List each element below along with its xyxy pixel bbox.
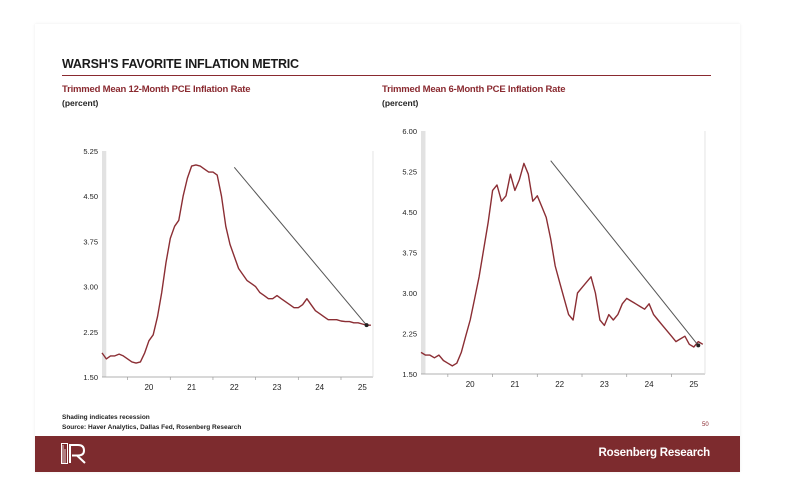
- brand-name: Rosenberg Research: [598, 447, 711, 459]
- rosenberg-r-logo-icon: [61, 443, 86, 464]
- chart-1-x-tick-label: 20: [144, 383, 153, 392]
- chart-2-y-tick-label: 1.50: [402, 370, 417, 379]
- chart-1-x-tick-label: 23: [273, 383, 282, 392]
- chart-2-y-tick-label: 2.25: [402, 330, 417, 339]
- chart-1-trend-line: [233, 166, 367, 326]
- chart-2-unit: (percent): [382, 98, 419, 108]
- source-note: Source: Haver Analytics, Dallas Fed, Ros…: [62, 424, 242, 431]
- chart-2: 1.50 2.25 3.00 3.75 4.50 5.25 6.00 20 21 22 23 24 25: [402, 127, 706, 389]
- chart-2-x-tick-label: 21: [510, 380, 519, 389]
- chart-1: 1.50 2.25 3.00 3.75 4.50 5.25 20 21 22 23 24 25: [83, 147, 374, 392]
- chart-2-trend-endpoint: [696, 343, 701, 348]
- slide: WARSH'S FAVORITE INFLATION METRIC Trimme…: [35, 24, 740, 472]
- chart-2-y-tick-label: 3.00: [402, 289, 417, 298]
- chart-2-series-line: [420, 162, 704, 367]
- chart-2-x-tick-label: 22: [555, 380, 564, 389]
- title-divider: [62, 75, 711, 76]
- chart-1-x-tick-label: 22: [230, 383, 239, 392]
- chart-2-trend-line: [550, 160, 699, 346]
- chart-1-trend-endpoint: [364, 323, 369, 328]
- chart-2-y-tick-label: 5.25: [402, 168, 417, 177]
- chart-2-y-tick-label: 6.00: [402, 127, 417, 136]
- chart-1-y-tick-label: 3.75: [83, 237, 98, 246]
- page-title: WARSH'S FAVORITE INFLATION METRIC: [62, 57, 299, 71]
- chart-2-x-tick-label: 23: [600, 380, 609, 389]
- chart-1-y-tick-label: 1.50: [83, 373, 98, 382]
- chart-2-recession-shading: [421, 131, 426, 374]
- chart-1-y-tick-label: 4.50: [83, 192, 98, 201]
- chart-1-y-tick-label: 2.25: [83, 328, 98, 337]
- chart-2-title: Trimmed Mean 6-Month PCE Inflation Rate: [382, 84, 566, 95]
- footer-bar: Rosenberg Research: [35, 436, 740, 472]
- chart-2-y-tick-label: 3.75: [402, 249, 417, 258]
- chart-2-x-tick-label: 24: [645, 380, 654, 389]
- shading-note: Shading indicates recession: [62, 414, 150, 421]
- chart-2-x-tick-label: 20: [466, 380, 475, 389]
- chart-1-unit: (percent): [62, 98, 99, 108]
- chart-2-x-tick-label: 25: [689, 380, 698, 389]
- chart-1-title: Trimmed Mean 12-Month PCE Inflation Rate: [62, 84, 251, 95]
- chart-1-series-line: [101, 164, 371, 364]
- chart-1-recession-shading: [102, 151, 107, 377]
- page-number: 50: [702, 422, 709, 428]
- chart-1-x-tick-label: 21: [187, 383, 196, 392]
- chart-2-y-tick-label: 4.50: [402, 208, 417, 217]
- chart-1-y-tick-label: 3.00: [83, 283, 98, 292]
- chart-1-x-tick-label: 24: [315, 383, 324, 392]
- chart-1-x-tick-label: 25: [358, 383, 367, 392]
- chart-1-y-tick-label: 5.25: [83, 147, 98, 156]
